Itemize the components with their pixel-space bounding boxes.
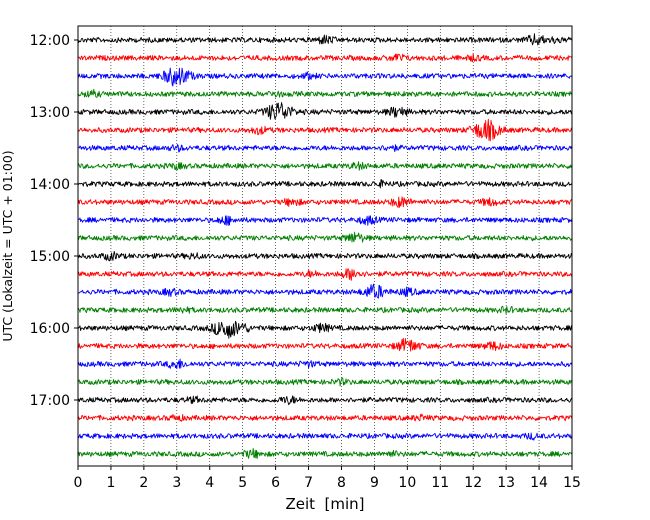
x-tick-label: 12	[464, 475, 482, 491]
x-axis-label: Zeit [min]	[285, 495, 364, 513]
x-tick-label: 2	[139, 475, 148, 491]
x-tick-label: 13	[497, 475, 515, 491]
x-tick-label: 3	[172, 475, 181, 491]
trace-1445	[77, 231, 573, 243]
trace-1330	[77, 144, 573, 153]
trace-1215	[77, 53, 573, 63]
trace-1700	[77, 395, 573, 406]
plot-frame	[77, 25, 573, 467]
x-tick-label: 8	[337, 475, 346, 491]
trace-1300	[77, 102, 573, 120]
x-tick-label: 15	[563, 475, 581, 491]
trace-1345	[77, 161, 573, 171]
seismogram-traces	[77, 33, 573, 459]
x-tick-label: 6	[271, 475, 280, 491]
trace-1715	[77, 413, 573, 422]
trace-1230	[77, 67, 573, 87]
trace-1415	[77, 196, 573, 208]
trace-1400	[77, 179, 573, 189]
trace-1315	[77, 118, 573, 142]
x-tick-label: 7	[304, 475, 313, 491]
y-tick-label: 12:00	[30, 33, 70, 49]
trace-1630	[77, 358, 573, 370]
x-tick-label: 4	[205, 475, 214, 491]
x-axis-ticks: 0 1 2 3 4 5 6 7 8 9 10 11 12 13 14 15	[74, 466, 581, 491]
x-tick-label: 10	[398, 475, 416, 491]
x-tick-label: 5	[238, 475, 247, 491]
trace-1200	[77, 33, 573, 46]
trace-1500	[77, 251, 573, 262]
y-tick-label: 16:00	[30, 321, 70, 337]
grid-lines	[110, 26, 540, 466]
trace-1515	[77, 268, 573, 281]
x-tick-label: 1	[106, 475, 115, 491]
trace-1545	[77, 305, 573, 315]
x-tick-label: 9	[370, 475, 379, 491]
trace-1245	[77, 88, 573, 98]
x-tick-label: 0	[74, 475, 83, 491]
y-axis-label: UTC (Lokalzeit = UTC + 01:00)	[0, 150, 15, 341]
y-axis-ticks: 12:00 13:00 14:00 15:00 16:00 17:00	[30, 33, 78, 409]
trace-1430	[77, 215, 573, 226]
trace-1600	[77, 320, 573, 339]
x-tick-label: 14	[530, 475, 548, 491]
trace-1745	[77, 448, 573, 459]
trace-1645	[77, 377, 573, 387]
trace-1615	[77, 337, 573, 352]
y-tick-label: 15:00	[30, 249, 70, 265]
trace-1730	[77, 432, 573, 441]
x-tick-label: 11	[431, 475, 449, 491]
y-tick-label: 17:00	[30, 393, 70, 409]
trace-1530	[77, 283, 573, 299]
y-tick-label: 14:00	[30, 177, 70, 193]
y-tick-label: 13:00	[30, 105, 70, 121]
